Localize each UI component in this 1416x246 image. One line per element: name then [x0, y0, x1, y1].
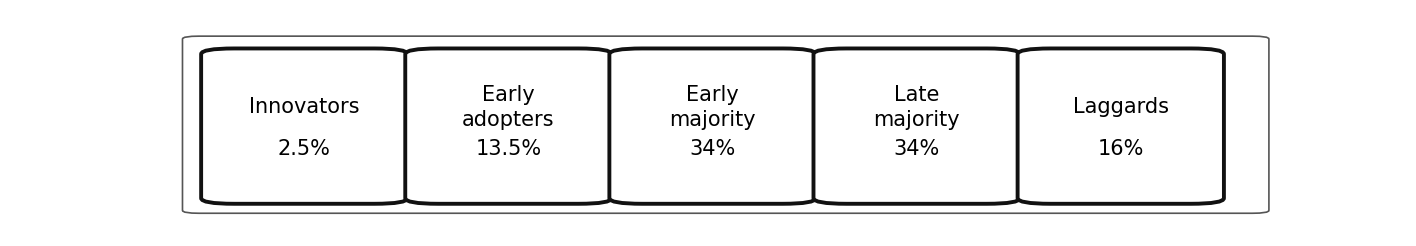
- FancyBboxPatch shape: [405, 48, 612, 204]
- Text: 13.5%: 13.5%: [476, 139, 541, 159]
- FancyBboxPatch shape: [1018, 48, 1223, 204]
- Text: 2.5%: 2.5%: [278, 139, 331, 159]
- Text: 34%: 34%: [893, 139, 940, 159]
- Text: Early
adopters: Early adopters: [462, 85, 555, 130]
- FancyBboxPatch shape: [609, 48, 816, 204]
- Polygon shape: [796, 100, 820, 149]
- FancyBboxPatch shape: [813, 48, 1020, 204]
- Text: Early
majority: Early majority: [670, 85, 756, 130]
- Polygon shape: [1000, 100, 1024, 149]
- Text: Late
majority: Late majority: [874, 85, 960, 130]
- Text: 34%: 34%: [690, 139, 736, 159]
- Polygon shape: [388, 100, 412, 149]
- Text: 16%: 16%: [1097, 139, 1144, 159]
- Text: Innovators: Innovators: [249, 97, 360, 117]
- FancyBboxPatch shape: [201, 48, 408, 204]
- Text: Laggards: Laggards: [1073, 97, 1168, 117]
- Polygon shape: [592, 100, 616, 149]
